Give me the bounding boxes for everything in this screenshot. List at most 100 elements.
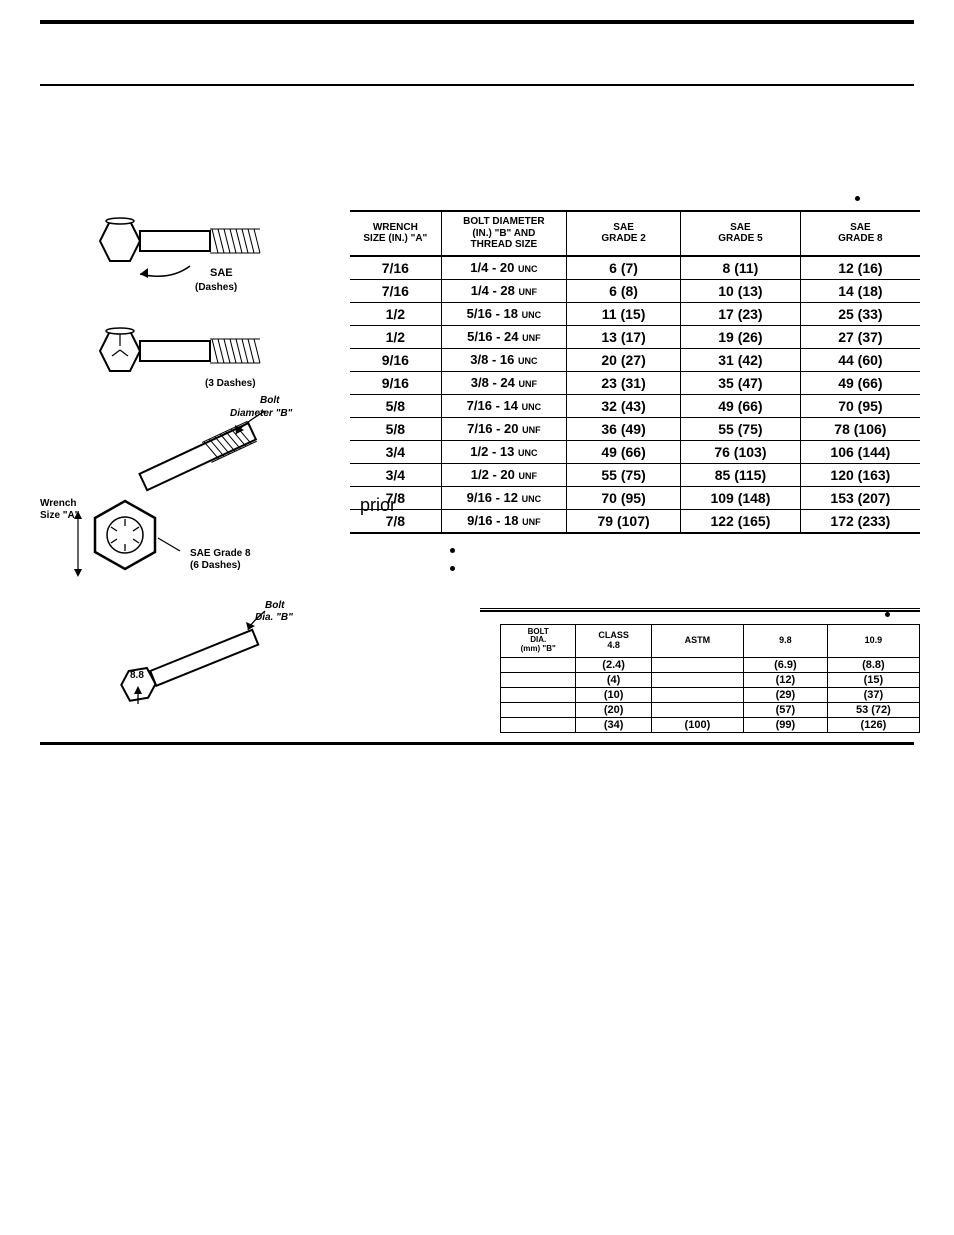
cell-g8: 14 (18) [800, 279, 920, 302]
mcell-c98: (6.9) [743, 657, 827, 672]
label-bolt-dia-b-2: Diameter "B" [230, 408, 293, 419]
mcell-dia [501, 672, 576, 687]
mcell-c48: (34) [576, 717, 651, 732]
cell-wrench: 5/8 [350, 417, 441, 440]
document-page: prior [0, 20, 954, 785]
tables-column: WRENCH SIZE (IN.) "A" BOLT DIAMETER (IN.… [340, 196, 920, 733]
cell-g8: 70 (95) [800, 394, 920, 417]
table-row: 7/161/4 - 20 UNC6 (7)8 (11)12 (16) [350, 256, 920, 280]
cell-thread: 3/8 - 16 UNC [441, 348, 566, 371]
diagram-column: SAE (Dashes) [40, 196, 340, 736]
th-sae-g2: SAE GRADE 2 [567, 211, 681, 256]
mcell-c48: (2.4) [576, 657, 651, 672]
cell-g5: 122 (165) [681, 509, 801, 533]
cell-g5: 49 (66) [681, 394, 801, 417]
metric-torque-table: BOLT DIA. (mm) "B" CLASS 4.8 ASTM 9.8 10… [500, 624, 920, 733]
cell-g5: 109 (148) [681, 486, 801, 509]
cell-g2: 11 (15) [567, 302, 681, 325]
cell-wrench: 9/16 [350, 348, 441, 371]
cell-wrench: 7/16 [350, 256, 441, 280]
cell-wrench: 9/16 [350, 371, 441, 394]
table-row: 3/41/2 - 13 UNC49 (66)76 (103)106 (144) [350, 440, 920, 463]
table-row: 3/41/2 - 20 UNF55 (75)85 (115)120 (163) [350, 463, 920, 486]
table-row: (34)(100)(99)(126) [501, 717, 920, 732]
label-grade8-1: SAE Grade 8 [190, 548, 251, 559]
table-row: 7/89/16 - 18 UNF79 (107)122 (165)172 (23… [350, 509, 920, 533]
cell-thread: 5/16 - 24 UNF [441, 325, 566, 348]
cell-g2: 20 (27) [567, 348, 681, 371]
cell-g5: 55 (75) [681, 417, 801, 440]
label-metric-88: 8.8 [130, 670, 144, 681]
label-sae: SAE [210, 267, 233, 279]
mcell-c98: (29) [743, 687, 827, 702]
cell-g5: 17 (23) [681, 302, 801, 325]
label-3dashes: (3 Dashes) [205, 378, 256, 389]
cell-g8: 44 (60) [800, 348, 920, 371]
mcell-c48: (4) [576, 672, 651, 687]
cell-wrench: 5/8 [350, 394, 441, 417]
mcell-c109: (8.8) [827, 657, 919, 672]
cell-g8: 12 (16) [800, 256, 920, 280]
content-row: SAE (Dashes) [40, 196, 914, 736]
cell-thread: 3/8 - 24 UNF [441, 371, 566, 394]
cell-g2: 79 (107) [567, 509, 681, 533]
table-row: 5/87/16 - 14 UNC32 (43)49 (66)70 (95) [350, 394, 920, 417]
cell-g2: 36 (49) [567, 417, 681, 440]
divider-rule [40, 84, 914, 86]
cell-g8: 120 (163) [800, 463, 920, 486]
mcell-dia [501, 717, 576, 732]
cell-thread: 5/16 - 18 UNC [441, 302, 566, 325]
mcell-astm [651, 657, 743, 672]
cell-g2: 32 (43) [567, 394, 681, 417]
mcell-c109: (37) [827, 687, 919, 702]
label-grade8-2: (6 Dashes) [190, 560, 241, 571]
cell-g8: 78 (106) [800, 417, 920, 440]
cell-wrench: 7/16 [350, 279, 441, 302]
table-row: 1/25/16 - 24 UNF13 (17)19 (26)27 (37) [350, 325, 920, 348]
mcell-dia [501, 702, 576, 717]
sae-torque-tbody: 7/161/4 - 20 UNC6 (7)8 (11)12 (16)7/161/… [350, 256, 920, 533]
cell-wrench: 3/4 [350, 463, 441, 486]
mcell-c98: (99) [743, 717, 827, 732]
footnote-dot-metric [885, 612, 890, 617]
mcell-c109: 53 (72) [827, 702, 919, 717]
cell-thread: 7/16 - 20 UNF [441, 417, 566, 440]
cell-g2: 55 (75) [567, 463, 681, 486]
mcell-c109: (15) [827, 672, 919, 687]
mth-astm: ASTM [651, 624, 743, 657]
mth-c98: 9.8 [743, 624, 827, 657]
label-bolt-dia-b2-1: Bolt [265, 600, 285, 611]
cell-g2: 6 (8) [567, 279, 681, 302]
label-bolt-dia-b2-2: Dia. "B" [255, 612, 293, 623]
cell-wrench: 1/2 [350, 325, 441, 348]
mid-dots [450, 542, 920, 578]
metric-torque-table-wrap: BOLT DIA. (mm) "B" CLASS 4.8 ASTM 9.8 10… [500, 608, 920, 733]
mth-bolt: BOLT DIA. (mm) "B" [501, 624, 576, 657]
bolt-metric-icon: 8.8 [118, 611, 265, 705]
mcell-c98: (12) [743, 672, 827, 687]
table-row: 5/87/16 - 20 UNF36 (49)55 (75)78 (106) [350, 417, 920, 440]
cell-g5: 31 (42) [681, 348, 801, 371]
cell-wrench: 1/2 [350, 302, 441, 325]
label-wrench-a-1: Wrench [40, 498, 77, 509]
stray-word: prior [360, 495, 396, 516]
cell-g2: 70 (95) [567, 486, 681, 509]
metric-torque-tbody: (2.4) (6.9)(8.8) (4) (12)(15) (10) (29)(37) (2… [501, 657, 920, 732]
table-row: (4) (12)(15) [501, 672, 920, 687]
th-wrench: WRENCH SIZE (IN.) "A" [350, 211, 441, 256]
bolt-diagram: SAE (Dashes) [40, 196, 340, 736]
mcell-c48: (10) [576, 687, 651, 702]
table-row: 7/161/4 - 28 UNF6 (8)10 (13)14 (18) [350, 279, 920, 302]
cell-g2: 49 (66) [567, 440, 681, 463]
table-row: (2.4) (6.9)(8.8) [501, 657, 920, 672]
label-bolt-dia-b-1: Bolt [260, 395, 280, 406]
cell-g8: 153 (207) [800, 486, 920, 509]
cell-g5: 19 (26) [681, 325, 801, 348]
th-bolt-dia: BOLT DIAMETER (IN.) "B" AND THREAD SIZE [441, 211, 566, 256]
cell-thread: 1/4 - 20 UNC [441, 256, 566, 280]
cell-thread: 1/2 - 13 UNC [441, 440, 566, 463]
mth-c109: 10.9 [827, 624, 919, 657]
table-row: 9/163/8 - 16 UNC20 (27)31 (42)44 (60) [350, 348, 920, 371]
cell-thread: 1/4 - 28 UNF [441, 279, 566, 302]
mcell-astm [651, 687, 743, 702]
